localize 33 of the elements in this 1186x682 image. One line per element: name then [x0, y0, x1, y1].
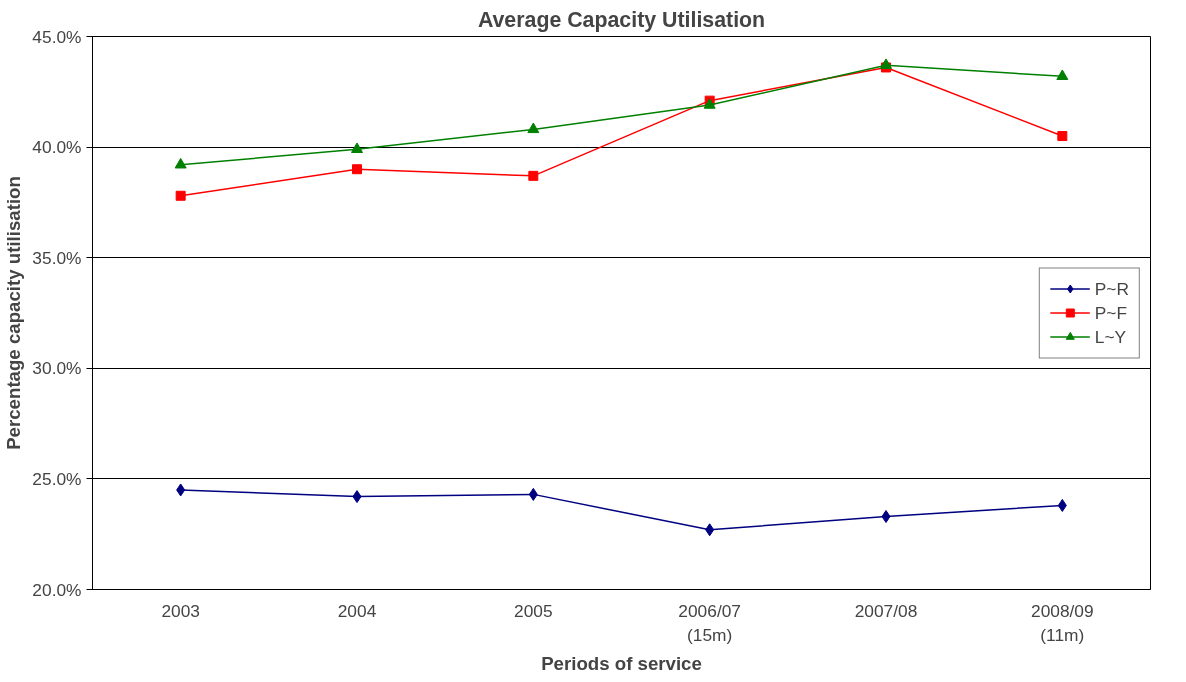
x-tick-label: 2004 — [337, 600, 377, 621]
point — [352, 164, 362, 175]
point — [1057, 498, 1067, 512]
x-tick-label: 2008/09 (11m) — [1031, 600, 1094, 645]
x-axis-title: Periods of service — [541, 652, 702, 674]
x-tick-label: 2007/08 — [854, 600, 918, 621]
point — [528, 487, 538, 501]
y-tick-label: 25.0% — [32, 468, 82, 489]
y-axis-title: Percentage capacity utilisation — [3, 176, 25, 450]
y-tick-label: 20.0% — [32, 579, 82, 600]
chart-title: Average Capacity Utilisation — [477, 7, 766, 32]
legend-label: P~F — [1094, 302, 1128, 323]
x-tick-label: 2003 — [161, 600, 200, 621]
y-tick-label: 40.0% — [32, 137, 82, 158]
point — [881, 510, 891, 523]
x-tick-label: 2006/07 (15m) — [678, 600, 741, 645]
legend-label: P~R — [1094, 278, 1129, 299]
point — [705, 523, 715, 537]
point — [1057, 131, 1068, 142]
point — [352, 490, 362, 504]
legend-label: L~Y — [1094, 326, 1127, 347]
x-tick-label: 2005 — [514, 600, 553, 621]
y-tick-label: 35.0% — [32, 247, 82, 268]
point — [174, 157, 187, 169]
point — [528, 170, 539, 181]
y-tick-label: 30.0% — [32, 358, 82, 379]
point — [351, 142, 363, 153]
point — [175, 190, 186, 201]
point — [527, 122, 540, 134]
point — [880, 58, 892, 69]
point — [176, 483, 186, 497]
y-tick-label: 45.0% — [32, 26, 82, 47]
point — [1056, 69, 1069, 80]
